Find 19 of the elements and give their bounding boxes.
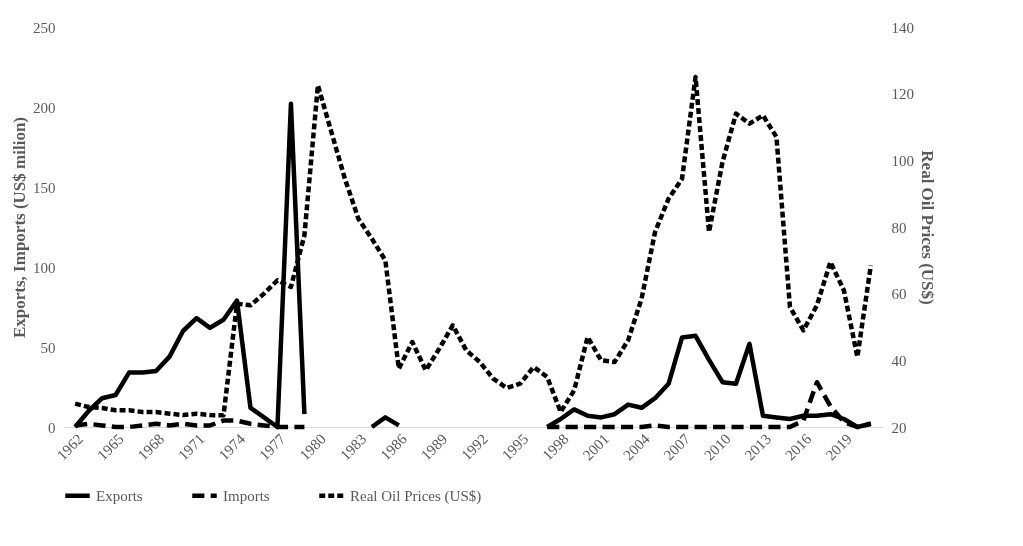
y2-tick-label: 120 bbox=[891, 86, 914, 103]
y-tick-label: 100 bbox=[33, 259, 56, 276]
legend-label: Real Oil Prices (US$) bbox=[350, 487, 482, 505]
legend-label: Imports bbox=[223, 487, 270, 504]
legend-label: Exports bbox=[96, 487, 143, 504]
y-tick-label: 50 bbox=[40, 339, 56, 356]
y-tick-label: 0 bbox=[48, 419, 56, 436]
y2-tick-label: 40 bbox=[891, 352, 907, 369]
y2-tick-label: 100 bbox=[891, 152, 914, 169]
y2-tick-label: 60 bbox=[891, 286, 907, 303]
y2-tick-label: 80 bbox=[891, 219, 907, 236]
y-axis-title: Exports, Imports (US$ milion) bbox=[10, 116, 29, 339]
x-tick-label: 1971 bbox=[175, 430, 208, 464]
y-tick-label: 150 bbox=[33, 179, 56, 196]
y2-tick-label: 20 bbox=[891, 419, 907, 436]
y-tick-label: 200 bbox=[33, 99, 56, 116]
y-tick-label: 250 bbox=[33, 19, 56, 36]
y2-axis-title: Real Oil Prices (US$) bbox=[918, 150, 937, 305]
y2-tick-label: 140 bbox=[891, 19, 914, 36]
